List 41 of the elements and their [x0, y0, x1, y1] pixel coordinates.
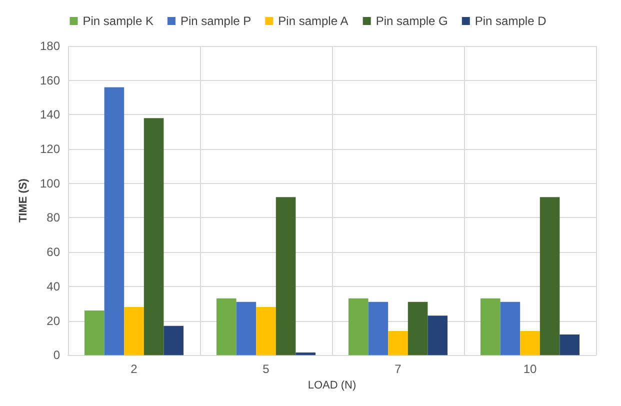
y-tick-label: 120	[40, 142, 60, 156]
y-tick-label: 0	[53, 348, 60, 362]
y-tick-label: 80	[46, 210, 60, 225]
x-tick-label: 7	[394, 362, 402, 376]
bar	[276, 197, 296, 356]
bar	[296, 352, 316, 356]
bar	[124, 307, 144, 356]
bar	[256, 307, 276, 356]
bar	[408, 302, 428, 356]
bar	[216, 298, 236, 356]
bar	[388, 331, 408, 356]
bar	[480, 298, 500, 356]
legend-label: Pin sample D	[474, 14, 547, 28]
bar	[164, 326, 184, 356]
y-tick-label: 160	[40, 73, 60, 88]
bar	[104, 87, 124, 356]
legend-label: Pin sample K	[82, 14, 154, 28]
bar	[428, 316, 448, 356]
legend-label: Pin sample G	[376, 14, 448, 28]
y-tick-label: 140	[40, 108, 60, 122]
bar	[560, 334, 580, 356]
bar	[520, 331, 540, 356]
y-axis-title: TIME (S)	[18, 178, 30, 223]
x-tick-label: 10	[523, 362, 537, 376]
bar	[540, 197, 560, 356]
y-tick-label: 60	[46, 245, 60, 260]
y-tick-label: 100	[40, 176, 60, 190]
bar	[236, 302, 256, 356]
legend-label: Pin sample A	[278, 14, 348, 28]
bar	[144, 118, 164, 356]
x-axis-title: LOAD (N)	[308, 380, 356, 392]
legend-label: Pin sample P	[180, 14, 252, 28]
x-tick-label: 2	[130, 362, 138, 376]
bar	[348, 298, 368, 356]
y-tick-label: 40	[46, 279, 60, 294]
bar	[84, 310, 104, 356]
bar	[500, 302, 520, 356]
x-tick-label: 5	[262, 362, 270, 376]
bar	[368, 302, 388, 356]
y-tick-label: 180	[40, 39, 60, 53]
y-tick-label: 20	[46, 314, 60, 328]
